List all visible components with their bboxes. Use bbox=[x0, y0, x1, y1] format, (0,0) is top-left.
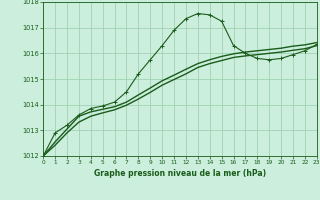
X-axis label: Graphe pression niveau de la mer (hPa): Graphe pression niveau de la mer (hPa) bbox=[94, 169, 266, 178]
